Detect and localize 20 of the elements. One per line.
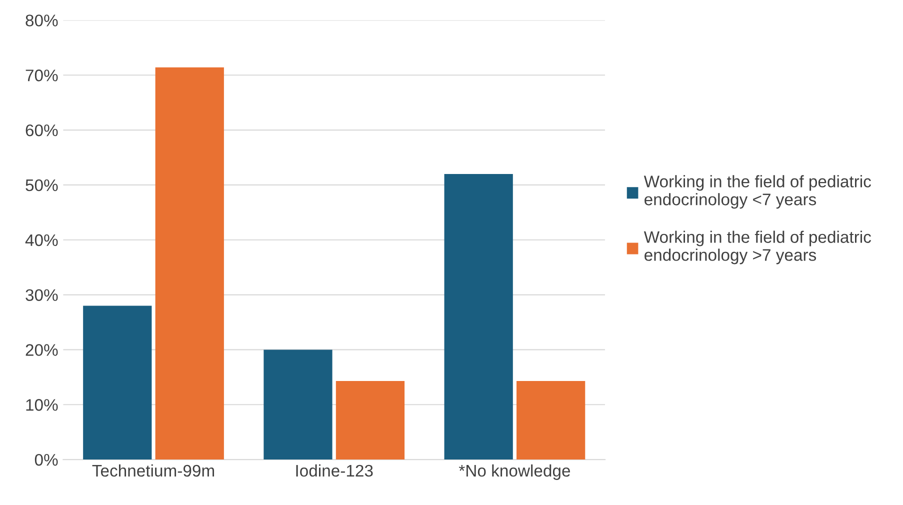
bar [336, 381, 405, 460]
y-tick-label: 0% [34, 454, 58, 466]
y-tick-label: 20% [26, 344, 58, 356]
y-tick-label: 40% [25, 234, 58, 246]
bar [83, 306, 152, 460]
bar [444, 174, 513, 460]
x-tick-label: *No knowledge [458, 464, 570, 480]
x-tick-label: Iodine-123 [296, 464, 373, 477]
bar [155, 67, 224, 460]
legend-label: Working in the field of pediatric endocrinology <7 years [644, 175, 871, 209]
y-tick-label: 70% [26, 70, 58, 82]
y-tick-label: 50% [26, 179, 58, 192]
y-tick-label: 60% [26, 124, 58, 136]
y-tick-label: 80% [26, 14, 58, 26]
bar [264, 350, 332, 460]
bar [516, 381, 586, 460]
y-tick-label: 10% [26, 399, 58, 411]
legend-label: Working in the field of pediatric endocrinology >7 years [644, 230, 871, 264]
x-tick-label: Technetium-99m [92, 464, 214, 477]
y-tick-label: 30% [26, 289, 58, 301]
